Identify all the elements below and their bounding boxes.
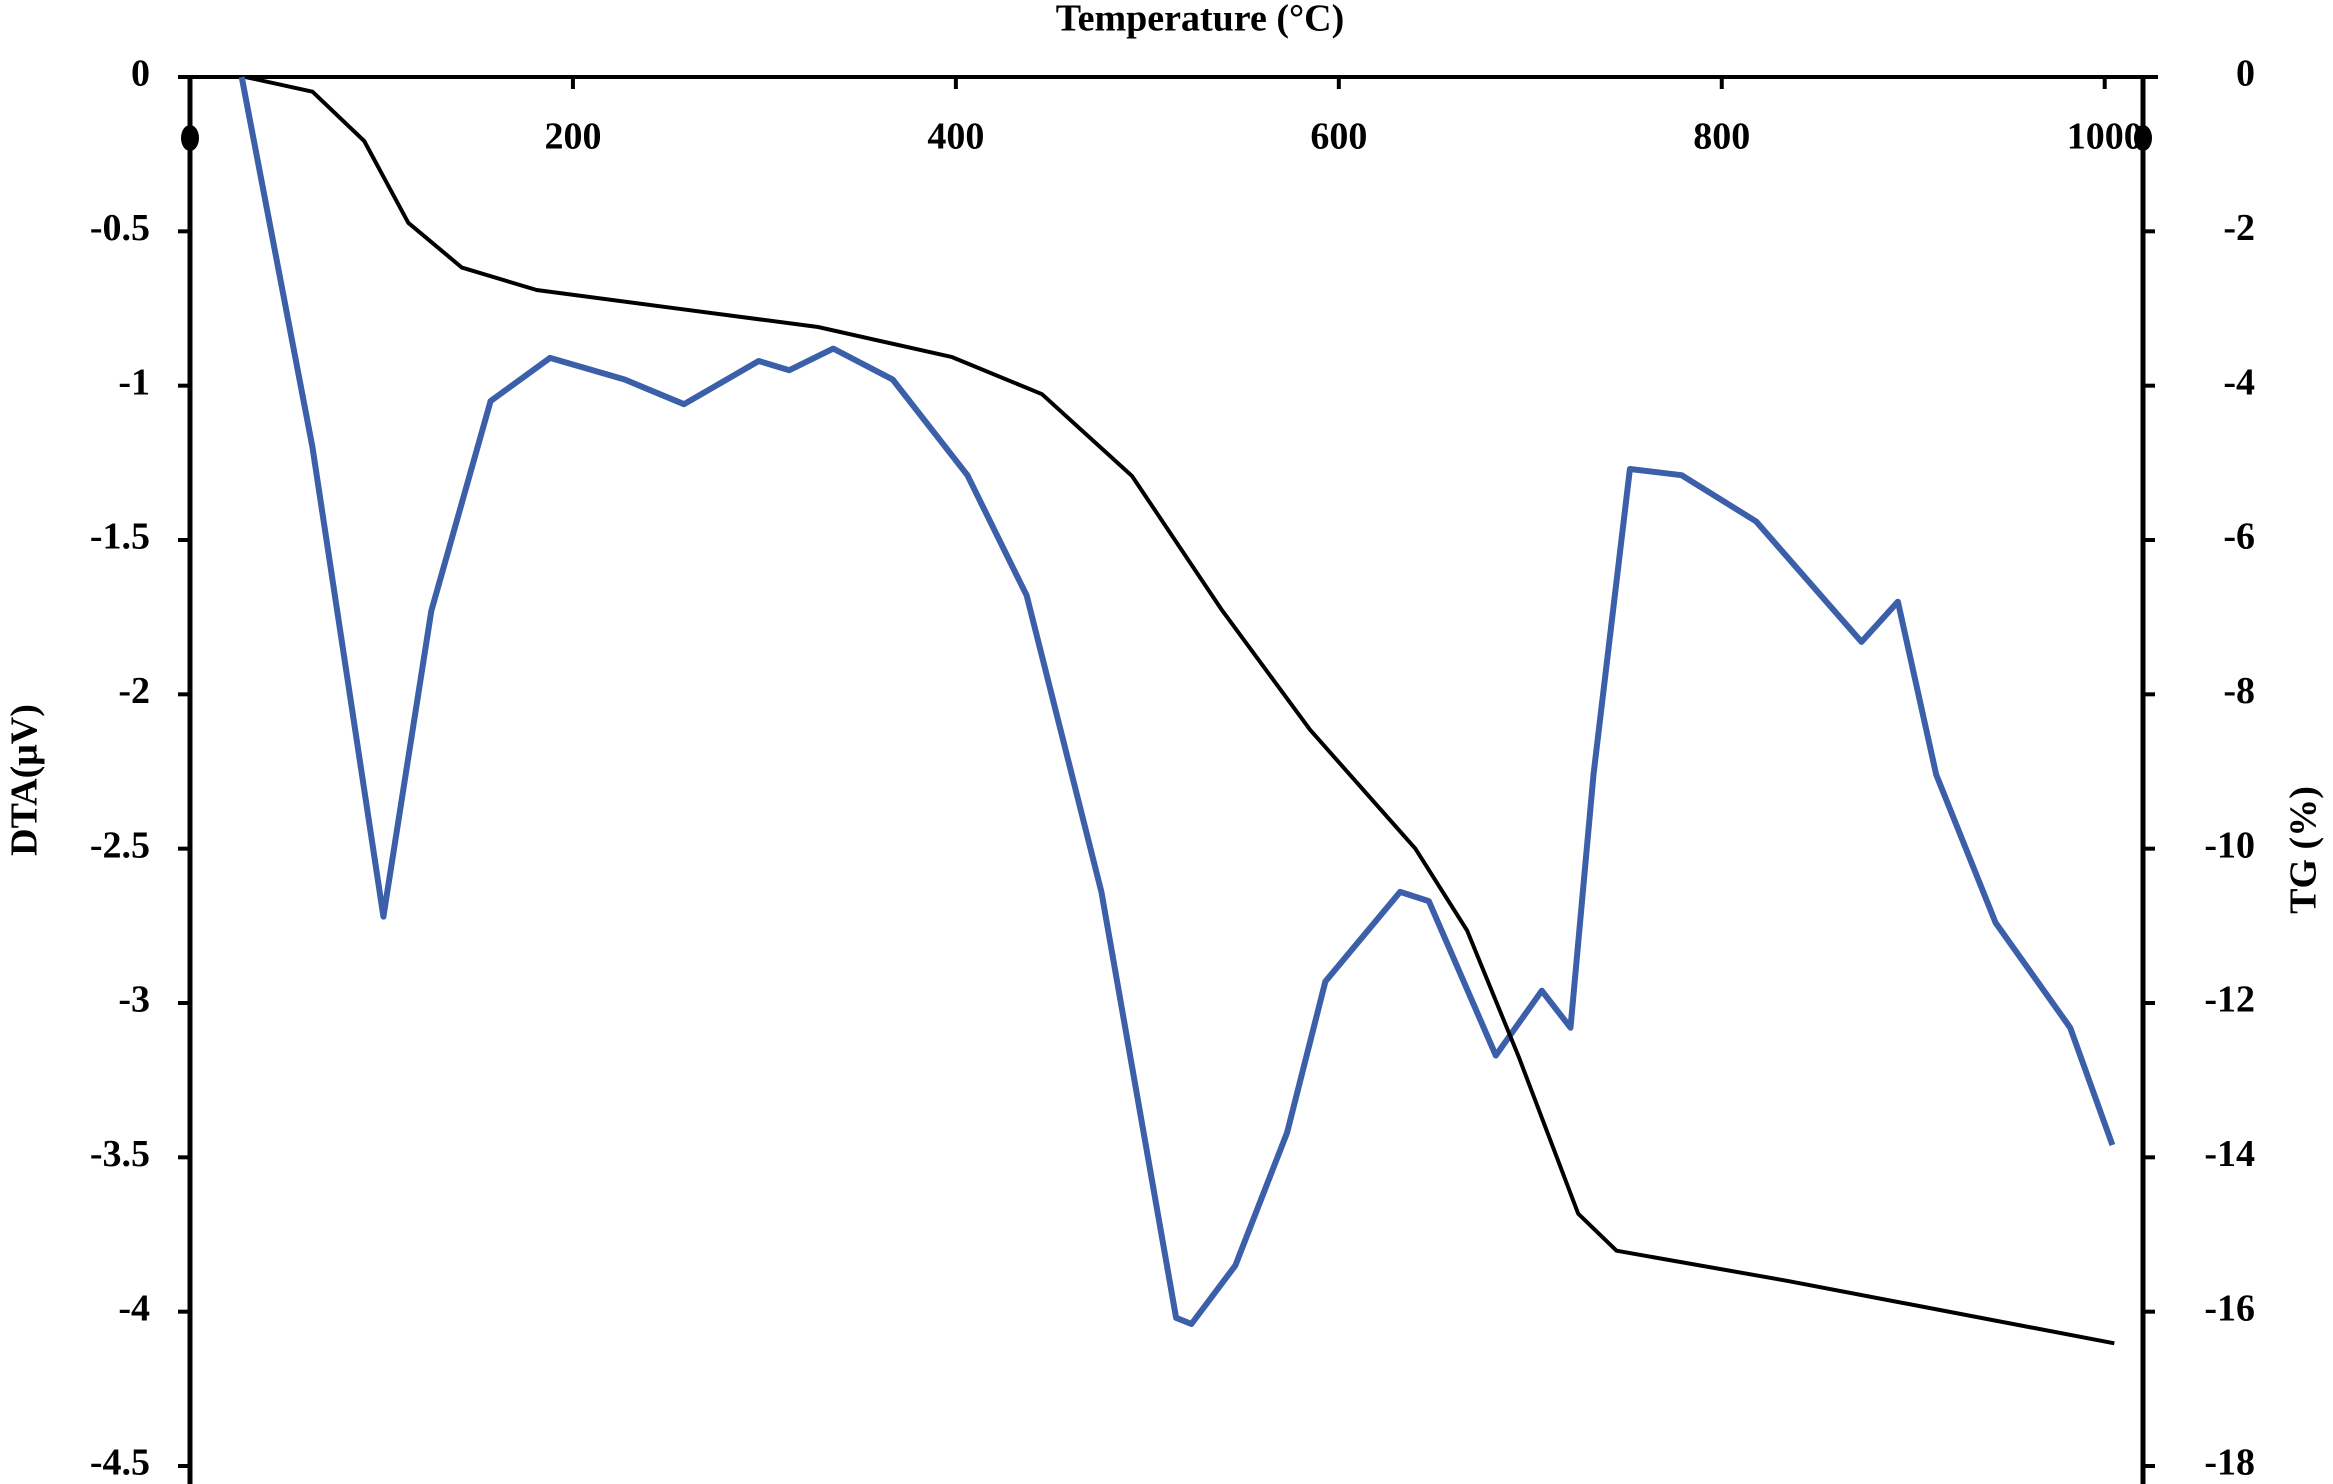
axis-marker (181, 125, 199, 151)
y2-tick-label: -8 (2223, 670, 2255, 712)
x-tick-label: 400 (927, 116, 984, 158)
y-tick-label: -4 (118, 1287, 150, 1329)
y-tick-label: -1 (118, 361, 150, 403)
y-tick-label: -1.5 (90, 516, 150, 558)
y-tick-label: -3.5 (90, 1133, 150, 1175)
x-tick-label: 600 (1310, 116, 1367, 158)
axis-marker (2134, 125, 2152, 151)
y2-tick-label: -6 (2223, 516, 2255, 558)
y-tick-label: -3 (118, 979, 150, 1021)
x-tick-label: 800 (1693, 116, 1750, 158)
y2-tick-label: -10 (2204, 824, 2255, 866)
y2-tick-label: -12 (2204, 979, 2255, 1021)
chart-title: Temperature (°C) (1056, 0, 1345, 40)
y2-axis-label: TG (%) (2283, 786, 2325, 914)
x-tick-label: 200 (544, 116, 601, 158)
data-line (238, 76, 2116, 1327)
data-line (245, 75, 2115, 1346)
y2-tick-label: -4 (2223, 361, 2255, 403)
y-tick-label: -2.5 (90, 824, 150, 866)
y-tick-label: -4.5 (90, 1442, 150, 1484)
y2-tick-label: -16 (2204, 1287, 2255, 1329)
y-tick-label: -2 (118, 670, 150, 712)
y-tick-label: -0.5 (90, 207, 150, 249)
y2-tick-label: -18 (2204, 1442, 2255, 1484)
y-tick-label: 0 (131, 53, 150, 95)
y2-tick-label: -14 (2204, 1133, 2255, 1175)
y-axis-label: DTA(μV) (4, 704, 46, 856)
y2-tick-label: -2 (2223, 207, 2255, 249)
x-tick-label: 1000 (2067, 116, 2143, 158)
y2-tick-label: 0 (2236, 53, 2255, 95)
